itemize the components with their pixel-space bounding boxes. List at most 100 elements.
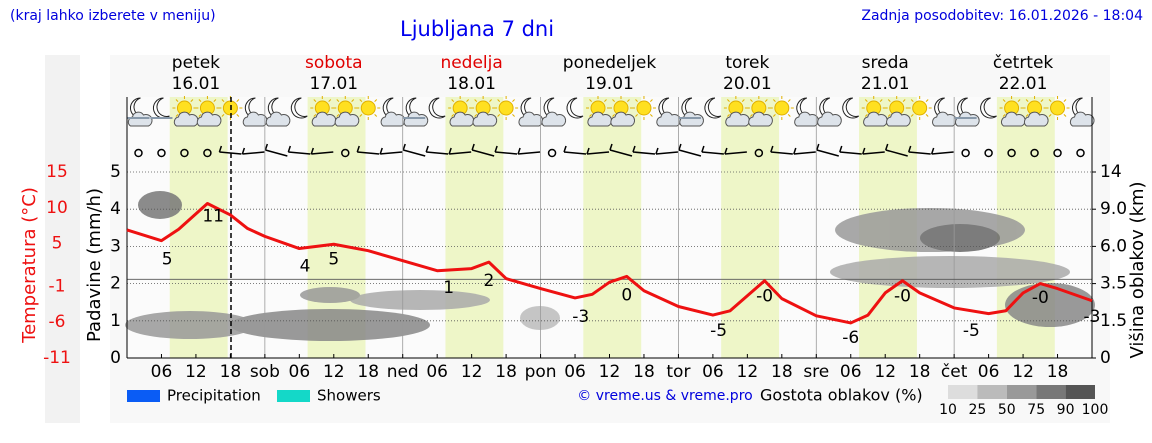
sun-ray [1048, 99, 1052, 102]
sun-ray [198, 99, 202, 102]
sun-ray [925, 99, 929, 102]
sun-ray [864, 114, 868, 117]
sun-ray [175, 99, 179, 102]
y-tick-label: 0 [110, 348, 121, 368]
sun-ray [359, 99, 363, 102]
x-tick-label: 06 [289, 362, 311, 382]
wind-barb [908, 151, 931, 155]
wind-barb-tick [655, 147, 659, 155]
temperature-label: 4 [300, 257, 311, 277]
wind-barb [609, 149, 633, 157]
cloud-icon [196, 111, 222, 127]
sun-ray [198, 114, 202, 117]
sun-ray [864, 99, 868, 102]
wind-barb [678, 149, 702, 157]
wind-barb [449, 151, 472, 155]
moon-icon [980, 97, 997, 119]
calm-wind [754, 148, 764, 158]
calm-wind [180, 148, 189, 158]
cloud-icon [748, 111, 773, 127]
x-tick-label: 06 [564, 362, 586, 382]
temperature-axis-title: Temperatura (°C) [19, 187, 40, 344]
calm-wind [547, 148, 557, 158]
sun-ray [612, 99, 615, 102]
wind-barb-tick [701, 145, 705, 153]
wind-barb-tick [678, 143, 682, 151]
y-axis-title: Padavine (mm/h) [84, 188, 105, 342]
day-name: torek [725, 53, 769, 73]
cloud-icon [679, 111, 704, 127]
temperature-label: -3 [1084, 307, 1101, 327]
wind-barb [426, 151, 449, 155]
sun-ray [236, 99, 240, 102]
cloud-icon [403, 111, 429, 127]
wind-barb [265, 149, 288, 157]
x-tick-label: tor [666, 362, 690, 382]
y2-tick-label: 3.5 [1100, 274, 1127, 294]
day-date: 20.01 [723, 74, 772, 94]
sun-ray [466, 99, 469, 102]
wind-barb [403, 149, 426, 157]
sun-ray [887, 99, 891, 102]
sun-ray [764, 99, 768, 102]
sun-ray [336, 114, 340, 117]
calm-wind [984, 148, 993, 158]
day-name: petek [172, 53, 220, 73]
temperature-label: -6 [842, 328, 859, 348]
x-tick-label: 18 [357, 362, 379, 382]
sun-ray [451, 114, 455, 117]
calm-wind [961, 148, 970, 158]
sun-ray [1017, 99, 1021, 102]
x-tick-label: 18 [220, 362, 242, 382]
temperature-tick-label: 15 [46, 162, 68, 182]
daylight-band [445, 97, 504, 358]
sun-ray [1025, 99, 1029, 102]
cloud-icon [610, 111, 635, 127]
wind-barb-tick [448, 147, 452, 155]
y2-tick-label: 14 [1100, 162, 1122, 182]
sun-ray [221, 114, 225, 117]
y-tick-label: 3 [110, 236, 121, 256]
temperature-label: -3 [572, 307, 589, 327]
day-name: ponedeljek [563, 53, 657, 73]
legend-label: Showers [317, 387, 381, 405]
chart-title: Ljubljana 7 dni [400, 17, 554, 41]
wind-barb-tick [425, 145, 429, 153]
wind-barb [724, 151, 747, 155]
sun-ray [589, 99, 593, 102]
weather-icons [127, 96, 1095, 127]
moon-icon [566, 97, 584, 119]
x-tick-label: 06 [702, 362, 724, 382]
wind-barb [816, 149, 839, 157]
calm-wind [341, 148, 350, 158]
sun-ray [328, 99, 332, 102]
sun-ray [589, 114, 593, 117]
calm-wind [203, 148, 212, 158]
sun-ray [772, 114, 776, 117]
wind-barb [311, 151, 334, 155]
sun-ray [727, 114, 730, 117]
temperature-label: -5 [710, 321, 727, 341]
moon-icon [428, 97, 446, 119]
wind-barb [563, 151, 587, 155]
sun-ray [213, 99, 217, 102]
sun-ray [313, 99, 317, 102]
y-tick-label: 2 [110, 274, 121, 294]
x-tick-label: sre [803, 362, 829, 382]
sun-ray [451, 99, 455, 102]
sun-ray [1025, 114, 1029, 117]
sun-ray [374, 114, 378, 117]
wind-barb [793, 151, 816, 155]
cloud-icon [127, 111, 153, 127]
sun-ray [497, 114, 501, 117]
legend-swatch [277, 390, 310, 402]
cloud-icon [541, 111, 567, 127]
legend-label: Precipitation [167, 387, 261, 405]
sun-ray [727, 99, 730, 102]
y2-tick-label: 9.0 [1100, 199, 1127, 219]
x-tick-label: 12 [737, 362, 759, 382]
sun-ray [635, 114, 638, 117]
sun-ray [512, 99, 515, 102]
wind-barb [770, 151, 793, 155]
y-tick-label: 1 [110, 311, 121, 331]
